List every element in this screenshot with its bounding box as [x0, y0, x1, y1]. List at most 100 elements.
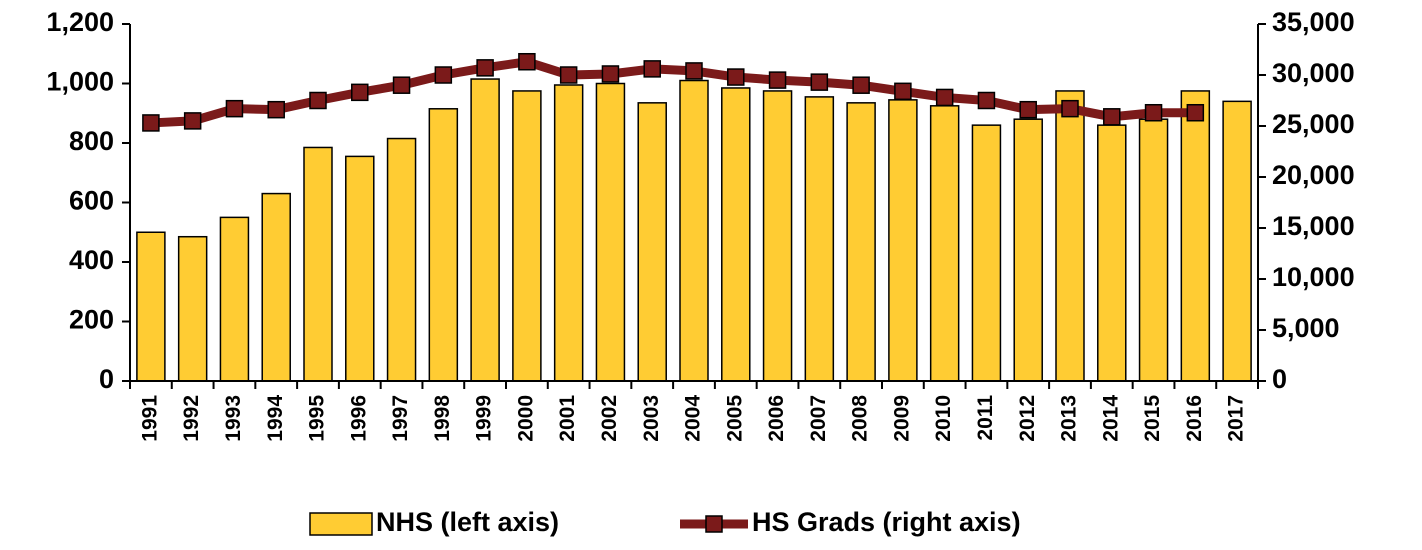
line-marker [476, 59, 494, 77]
line-marker [810, 73, 829, 91]
bar [721, 87, 751, 382]
x-tick-label: 2003 [640, 395, 663, 442]
y2-tick-label: 0 [1272, 364, 1287, 394]
bar [1222, 100, 1252, 382]
line-marker [351, 83, 369, 102]
line [150, 57, 1196, 128]
bar [1138, 118, 1169, 382]
x-tick-label: 2004 [682, 395, 705, 442]
y2-tick-label: 5,000 [1272, 313, 1340, 343]
line-marker [643, 60, 661, 78]
bar [1055, 90, 1085, 382]
line-marker [685, 62, 703, 80]
legend-swatch [309, 512, 373, 536]
line-marker [1061, 99, 1079, 118]
bar [971, 124, 1002, 382]
bar [595, 82, 626, 382]
line-marker [852, 76, 870, 94]
line-marker [518, 52, 536, 71]
line-marker [1144, 103, 1163, 122]
x-tick-label: 2007 [807, 395, 830, 442]
bar [1097, 124, 1127, 382]
line-marker [392, 76, 411, 94]
line-marker [434, 66, 453, 84]
line-marker [267, 100, 285, 119]
line-marker [894, 82, 912, 101]
x-tick-label: 1992 [180, 395, 203, 442]
bar [303, 146, 333, 382]
y-tick-label: 1,000 [46, 67, 114, 97]
x-tick-label: 2010 [932, 395, 955, 442]
bar [553, 84, 584, 382]
x-tick-label: 2000 [514, 395, 537, 442]
bar [1013, 118, 1043, 382]
bar [261, 192, 291, 382]
line-marker [1186, 103, 1205, 122]
x-tick-label: 2013 [1058, 395, 1081, 442]
bar [846, 102, 876, 382]
bar [219, 216, 250, 382]
x-tick-label: 1993 [222, 395, 245, 442]
y2-tick-label: 35,000 [1272, 7, 1355, 37]
x-tick-label: 2008 [849, 395, 872, 442]
bar [386, 137, 417, 382]
x-tick-label: 2002 [598, 395, 621, 442]
line-marker [309, 91, 327, 110]
bar [428, 108, 459, 382]
x-tick-label: 2012 [1016, 395, 1039, 442]
legend-label: NHS (left axis) [376, 507, 559, 537]
x-tick-label: 1995 [306, 395, 329, 442]
bar [136, 231, 166, 382]
x-tick-label: 2006 [765, 395, 788, 442]
bar [762, 90, 793, 382]
y-tick-label: 1,200 [46, 7, 114, 37]
y2-tick-label: 10,000 [1272, 262, 1355, 292]
bar [470, 78, 500, 382]
x-tick-label: 1999 [473, 395, 496, 442]
x-tick-label: 2014 [1099, 395, 1122, 442]
x-tick-label: 1998 [431, 395, 454, 442]
y2-tick-label: 20,000 [1272, 160, 1355, 190]
y2-tick-label: 30,000 [1272, 58, 1355, 88]
y-tick-label: 0 [99, 364, 114, 394]
bar [929, 105, 960, 382]
bar [1180, 90, 1211, 382]
line-marker [225, 99, 244, 118]
x-tick-label: 2005 [723, 395, 746, 442]
x-tick-label: 1996 [347, 395, 370, 442]
line-marker [142, 114, 160, 132]
y-tick-label: 400 [69, 245, 114, 275]
y2-tick-label: 15,000 [1272, 211, 1355, 241]
bar [804, 96, 835, 382]
line-marker [559, 66, 578, 84]
line-marker [1019, 100, 1037, 119]
x-tick-label: 1991 [138, 395, 161, 442]
line-marker [183, 112, 202, 130]
x-tick-label: 2015 [1141, 395, 1164, 442]
x-tick-label: 2011 [974, 395, 997, 441]
y-tick-label: 600 [69, 186, 114, 216]
y-tick-label: 800 [69, 126, 114, 156]
line-marker [727, 68, 745, 86]
y-tick-label: 200 [69, 305, 114, 335]
y2-tick-label: 25,000 [1272, 109, 1355, 139]
x-tick-label: 2017 [1225, 395, 1248, 442]
line-marker [768, 71, 787, 89]
line-marker [977, 91, 996, 110]
bar [888, 99, 918, 382]
line-marker [935, 88, 954, 107]
bar [512, 90, 542, 382]
x-tick-label: 2016 [1183, 395, 1206, 442]
x-tick-label: 1994 [264, 395, 287, 442]
line-marker [1103, 108, 1121, 126]
x-tick-label: 2009 [890, 395, 913, 442]
legend-swatch [705, 515, 723, 533]
x-tick-label: 1997 [389, 395, 412, 442]
line-marker [601, 65, 620, 83]
x-tick-label: 2001 [556, 395, 579, 442]
bar [637, 102, 667, 382]
bar [679, 79, 709, 382]
bar [345, 155, 375, 382]
